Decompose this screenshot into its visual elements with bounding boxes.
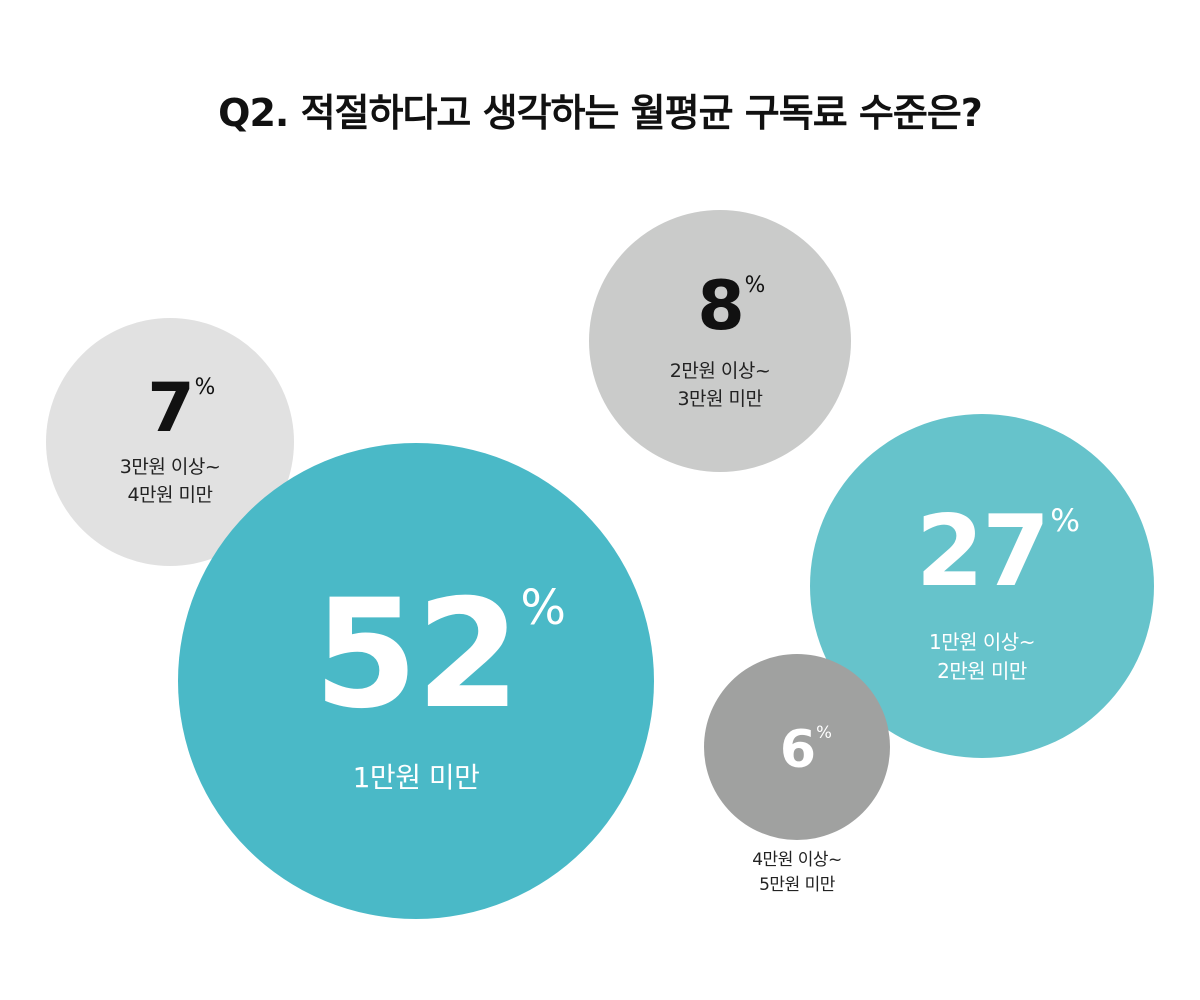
- bubble-5: [704, 654, 890, 840]
- bubble-category-label: 1만원 이상~ 2만원 미만: [929, 630, 1035, 683]
- bubble-value-wrap-3: 8%: [697, 267, 766, 346]
- bubble-1: [178, 443, 654, 919]
- bubble-category-label: 4만원 이상~ 5만원 미만: [752, 850, 842, 895]
- bubble-label-wrap-2: 1만원 이상~ 2만원 미만: [929, 628, 1035, 686]
- percent-sign: %: [1050, 502, 1081, 539]
- bubble-label-wrap-5: 4만원 이상~ 5만원 미만: [752, 848, 842, 897]
- bubble-category-label: 3만원 이상~ 4만원 미만: [119, 456, 221, 506]
- percent-sign: %: [744, 272, 766, 298]
- bubble-3: [589, 210, 851, 472]
- bubble-value: 7%: [147, 369, 216, 448]
- percent-sign: %: [816, 723, 832, 743]
- bubble-value: 27%: [915, 495, 1081, 609]
- bubble-category-label: 1만원 미만: [352, 761, 480, 794]
- bubble-value: 6%: [779, 720, 832, 780]
- bubble-label-wrap-1: 1만원 미만: [353, 758, 480, 799]
- bubble-label-wrap-4: 3만원 이상~ 4만원 미만: [119, 454, 221, 509]
- percent-sign: %: [194, 374, 216, 400]
- bubble-value-wrap-2: 27%: [915, 495, 1081, 609]
- bubble-value-wrap-5: 6%: [779, 720, 832, 780]
- chart-title: Q2. 적절하다고 생각하는 월평균 구독료 수준은?: [218, 91, 983, 135]
- bubble-value: 8%: [697, 267, 766, 346]
- bubble-category-label: 2만원 이상~ 3만원 미만: [669, 360, 771, 410]
- bubble-value-wrap-4: 7%: [147, 369, 216, 448]
- bubble-label-wrap-3: 2만원 이상~ 3만원 미만: [669, 358, 771, 413]
- percent-sign: %: [520, 579, 566, 636]
- bubble-value-wrap-1: 52%: [313, 568, 566, 742]
- bubble-value: 52%: [313, 568, 566, 742]
